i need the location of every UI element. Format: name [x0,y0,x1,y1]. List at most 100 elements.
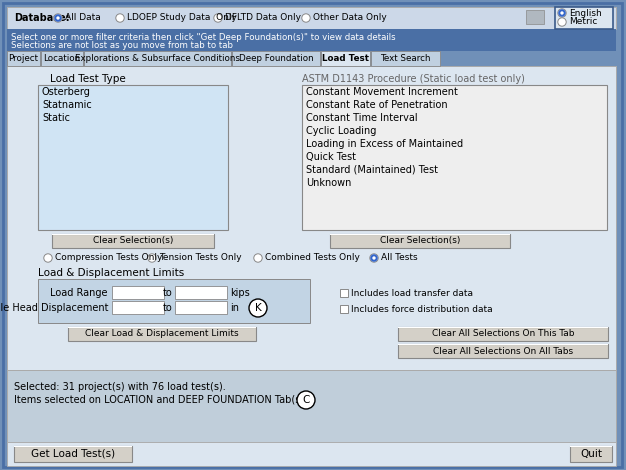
FancyBboxPatch shape [112,286,164,299]
FancyBboxPatch shape [321,51,370,66]
Circle shape [54,14,62,22]
Circle shape [56,16,59,20]
FancyBboxPatch shape [14,446,132,447]
Text: Clear All Selections On This Tab: Clear All Selections On This Tab [432,329,574,338]
FancyBboxPatch shape [371,51,440,66]
Circle shape [249,299,267,317]
FancyBboxPatch shape [7,7,616,29]
Text: Includes load transfer data: Includes load transfer data [351,289,473,298]
FancyBboxPatch shape [526,10,544,24]
Text: Statnamic: Statnamic [42,100,92,110]
FancyBboxPatch shape [7,370,616,442]
FancyBboxPatch shape [14,446,132,462]
Text: Static: Static [42,113,70,123]
Text: Other Data Only: Other Data Only [313,14,387,23]
Text: Items selected on LOCATION and DEEP FOUNDATION Tab(s): Items selected on LOCATION and DEEP FOUN… [14,395,304,405]
FancyBboxPatch shape [330,234,510,235]
Text: Constant Rate of Penetration: Constant Rate of Penetration [306,100,448,110]
Text: Combined Tests Only: Combined Tests Only [265,253,360,263]
Text: Pile Head Displacement: Pile Head Displacement [0,303,108,313]
Text: Compression Tests Only: Compression Tests Only [55,253,163,263]
Text: Selected: 31 project(s) with 76 load test(s).: Selected: 31 project(s) with 76 load tes… [14,382,226,392]
FancyBboxPatch shape [555,7,613,29]
Text: Load & Displacement Limits: Load & Displacement Limits [38,268,184,278]
Circle shape [116,14,124,22]
Text: Deep Foundation: Deep Foundation [239,54,313,63]
Text: Osterberg: Osterberg [42,87,91,97]
Circle shape [558,9,566,17]
Text: Get Load Test(s): Get Load Test(s) [31,449,115,459]
Text: LDOEP Study Data  Only: LDOEP Study Data Only [127,14,237,23]
Text: Quick Test: Quick Test [306,152,356,162]
Text: Clear Selection(s): Clear Selection(s) [93,236,173,245]
Text: Constant Time Interval: Constant Time Interval [306,113,418,123]
Text: Load Test Type: Load Test Type [50,74,126,84]
FancyBboxPatch shape [340,289,348,297]
Text: Explorations & Subsurface Conditions: Explorations & Subsurface Conditions [75,54,240,63]
Text: Load Test: Load Test [322,54,369,63]
Text: Standard (Maintained) Test: Standard (Maintained) Test [306,165,438,175]
Circle shape [214,14,222,22]
Text: All Data: All Data [65,14,101,23]
Text: Clear All Selections On All Tabs: Clear All Selections On All Tabs [433,346,573,355]
Circle shape [254,254,262,262]
Circle shape [560,11,563,15]
Text: in: in [230,303,239,313]
FancyBboxPatch shape [570,446,612,447]
FancyBboxPatch shape [7,66,616,370]
Circle shape [372,256,376,260]
FancyBboxPatch shape [7,51,40,66]
Text: Loading in Excess of Maintained: Loading in Excess of Maintained [306,139,463,149]
Text: Project: Project [9,54,39,63]
FancyBboxPatch shape [175,286,227,299]
FancyBboxPatch shape [38,85,228,230]
Text: DFLTD Data Only: DFLTD Data Only [225,14,301,23]
FancyBboxPatch shape [398,344,608,345]
FancyBboxPatch shape [38,279,310,323]
Text: Quit: Quit [580,449,602,459]
FancyBboxPatch shape [570,446,612,462]
Text: Location: Location [43,54,81,63]
Text: English: English [569,8,602,17]
Circle shape [302,14,310,22]
FancyBboxPatch shape [340,305,348,313]
Circle shape [370,254,378,262]
Circle shape [297,391,315,409]
FancyBboxPatch shape [7,442,616,466]
Text: to: to [163,303,173,313]
FancyBboxPatch shape [68,327,256,328]
FancyBboxPatch shape [398,327,608,341]
Circle shape [44,254,52,262]
Text: Unknown: Unknown [306,178,351,188]
FancyBboxPatch shape [41,51,83,66]
Text: Tension Tests Only: Tension Tests Only [159,253,242,263]
Text: Selections are not lost as you move from tab to tab: Selections are not lost as you move from… [11,41,233,50]
FancyBboxPatch shape [398,327,608,328]
FancyBboxPatch shape [3,3,622,467]
Text: Includes force distribution data: Includes force distribution data [351,305,493,313]
Circle shape [558,9,566,17]
FancyBboxPatch shape [68,327,256,341]
Circle shape [558,18,566,26]
Circle shape [148,254,156,262]
Text: Clear Selection(s): Clear Selection(s) [380,236,460,245]
Text: Load Range: Load Range [51,288,108,298]
Text: kips: kips [230,288,250,298]
Text: Clear Load & Displacement Limits: Clear Load & Displacement Limits [85,329,239,338]
Text: Database:: Database: [14,13,69,23]
FancyBboxPatch shape [7,29,616,51]
FancyBboxPatch shape [52,234,214,235]
Text: to: to [163,288,173,298]
Text: Cyclic Loading: Cyclic Loading [306,126,376,136]
FancyBboxPatch shape [302,85,607,230]
Text: All Tests: All Tests [381,253,418,263]
FancyBboxPatch shape [84,51,231,66]
Circle shape [370,254,377,262]
Text: Select one or more filter criteria then click "Get Deep Foundation(s)" to view d: Select one or more filter criteria then … [11,32,396,41]
Text: K: K [255,303,262,313]
Text: Constant Movement Increment: Constant Movement Increment [306,87,458,97]
FancyBboxPatch shape [232,51,320,66]
FancyBboxPatch shape [330,234,510,248]
FancyBboxPatch shape [52,234,214,248]
FancyBboxPatch shape [398,344,608,358]
